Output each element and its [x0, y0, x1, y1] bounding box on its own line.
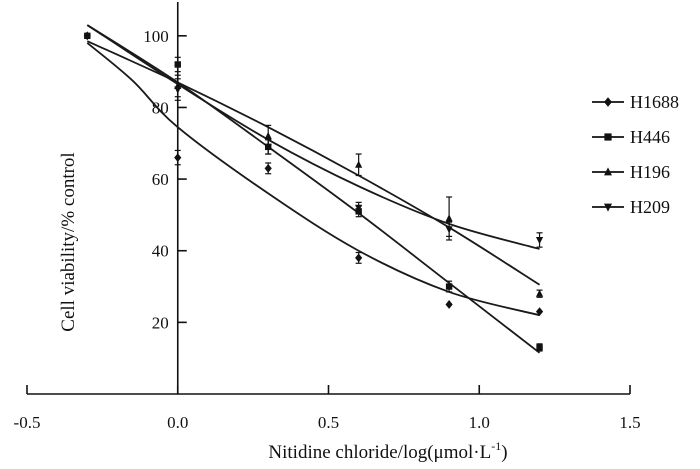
x-tick-label: 1.5 — [619, 413, 640, 432]
data-point-h446 — [174, 61, 181, 68]
fit-curve-h446 — [86, 24, 541, 354]
legend-label-h196: H196 — [630, 162, 670, 182]
data-point-h1688 — [264, 163, 272, 173]
x-axis-title: Nitidine chloride/log(μmol·L-1) — [268, 439, 507, 463]
y-axis-title: Cell viability/% control — [58, 152, 79, 331]
x-axis-title-sup: -1 — [491, 439, 501, 453]
data-point-h446 — [84, 32, 91, 40]
x-axis-title-main: Nitidine chloride/log(μmol·L — [268, 442, 491, 463]
data-point-h209 — [535, 236, 544, 245]
x-tick-label: 1.0 — [469, 413, 490, 432]
legend-label-h209: H209 — [630, 197, 670, 217]
legend-label-h446: H446 — [630, 127, 670, 147]
legend-marker-h196 — [604, 167, 612, 176]
data-point-h196 — [264, 131, 272, 140]
legend-label-h1688: H1688 — [630, 92, 679, 112]
legend-marker-h1688 — [604, 97, 612, 107]
data-point-h209 — [355, 204, 363, 212]
y-tick-label: 20 — [152, 313, 169, 332]
data-point-h196 — [355, 160, 363, 168]
legend-marker-h446 — [604, 133, 612, 141]
data-point-h209 — [264, 143, 272, 152]
data-point-h1688 — [174, 153, 182, 162]
data-point-h1688 — [535, 307, 544, 317]
data-point-h1688 — [355, 253, 363, 263]
x-tick-label: -0.5 — [14, 413, 41, 432]
y-tick-label: 40 — [152, 242, 169, 261]
data-point-h446 — [536, 344, 543, 351]
data-point-h209 — [445, 226, 453, 234]
data-point-h196 — [535, 289, 544, 297]
data-point-h209 — [174, 86, 182, 94]
legend: H1688 H446 H196 H209 — [592, 92, 679, 217]
axes: -0.5 0.0 0.5 1.0 1.5 20 40 60 80 100 — [14, 2, 641, 432]
data-points — [83, 31, 544, 352]
data-point-h1688 — [445, 300, 453, 309]
y-tick-label: 100 — [143, 27, 169, 46]
x-tick-label: 0.0 — [167, 413, 188, 432]
x-tick-label: 0.5 — [318, 413, 339, 432]
legend-marker-h209 — [604, 203, 612, 212]
y-tick-label: 80 — [152, 98, 169, 117]
data-point-h446 — [445, 283, 453, 290]
data-point-h196 — [445, 214, 453, 222]
fit-curve-h209 — [86, 24, 540, 250]
x-axis-title-close: ) — [501, 442, 507, 463]
fit-curve-h196 — [86, 40, 541, 286]
y-tick-label: 60 — [152, 170, 169, 189]
